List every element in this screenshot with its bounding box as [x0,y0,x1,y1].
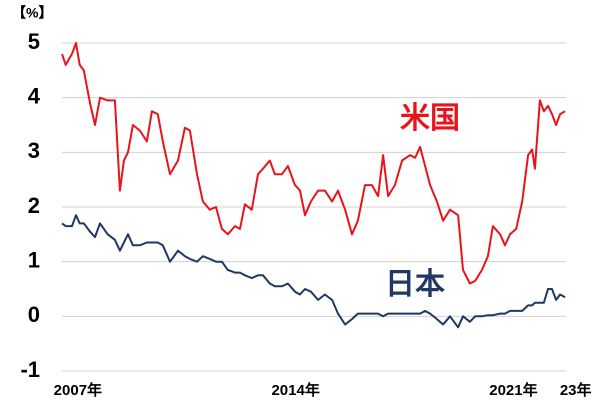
y-tick-label: 1 [28,247,40,272]
y-tick-label: -1 [20,357,40,382]
y-tick-label: 5 [28,29,40,54]
y-tick-label: 4 [28,83,41,108]
series-line [61,42,566,285]
x-tick-label: 2021年 [489,381,537,399]
series-label: 日本 [385,268,445,301]
y-tick-label: 3 [28,138,40,163]
y-unit: 【%】 [12,5,52,21]
series-line [61,214,566,329]
x-tick-label: 2007年 [54,381,102,399]
y-tick-label: 0 [28,302,40,327]
x-tick-label: 23年 [560,381,592,399]
series-label: 米国 [400,102,460,135]
x-tick-label: 2014年 [271,381,319,399]
y-tick-label: 2 [28,193,40,218]
